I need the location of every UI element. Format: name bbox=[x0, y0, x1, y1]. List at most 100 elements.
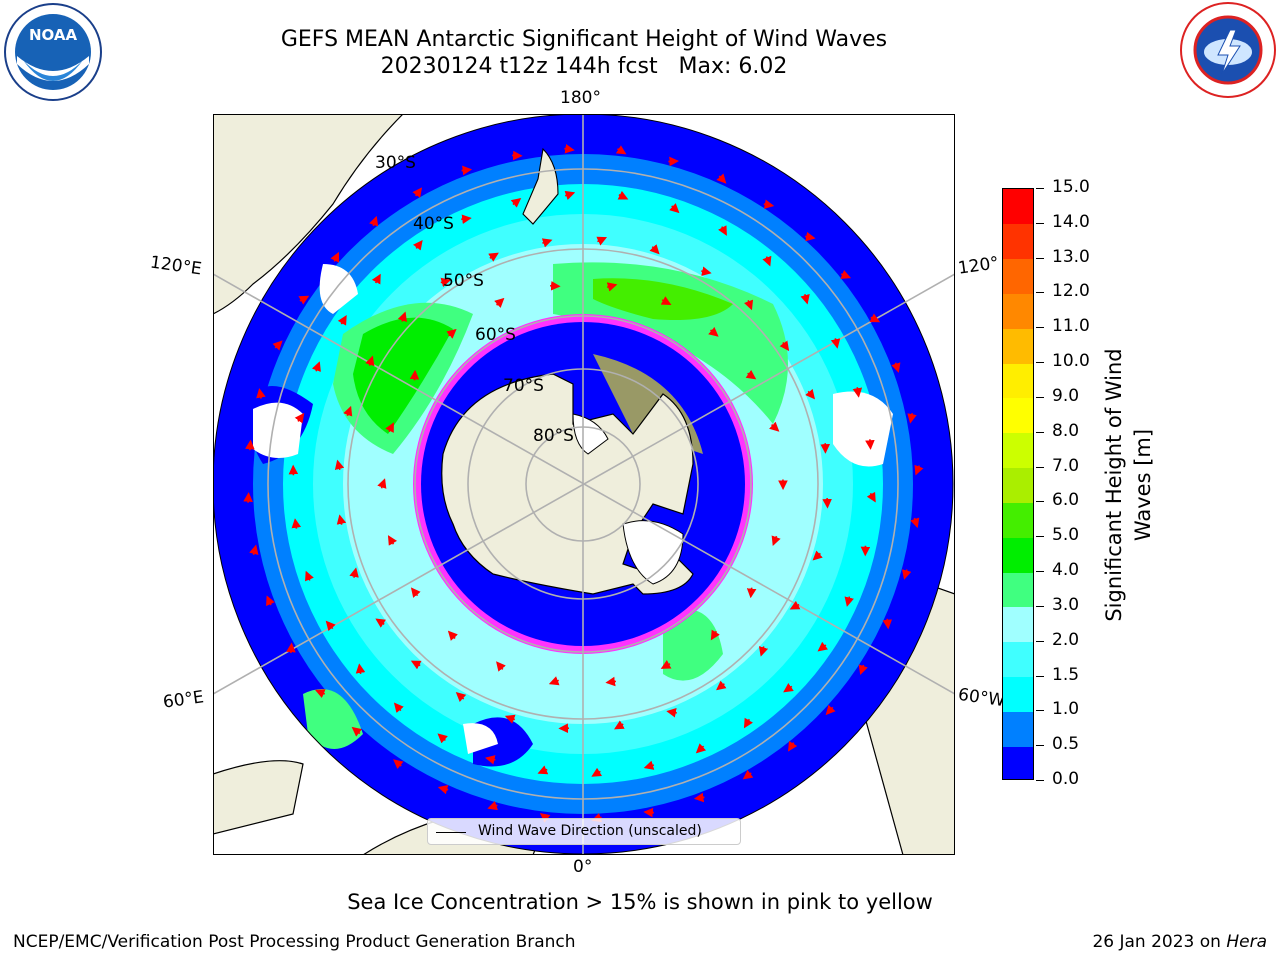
colorbar-segment bbox=[1003, 572, 1033, 608]
wave-direction-arrow bbox=[488, 252, 499, 262]
lat-label: 50°S bbox=[443, 271, 484, 291]
wave-direction-arrow bbox=[666, 708, 677, 718]
wave-direction-arrow bbox=[387, 535, 398, 546]
wave-direction-arrow bbox=[461, 165, 473, 176]
wave-direction-arrow bbox=[907, 413, 917, 424]
polar-map: 30°S 40°S 50°S 60°S 70°S 80°S bbox=[213, 114, 955, 855]
footer-note: Sea Ice Concentration > 15% is shown in … bbox=[347, 890, 933, 914]
colorbar-tick-label: 3.0 bbox=[1052, 594, 1080, 615]
colorbar-segment bbox=[1003, 258, 1033, 294]
wave-direction-arrow bbox=[337, 314, 347, 326]
colorbar-segment bbox=[1003, 606, 1033, 643]
colorbar-tick bbox=[1036, 745, 1044, 747]
wave-direction-arrow bbox=[397, 311, 407, 323]
wave-direction-arrow bbox=[865, 439, 875, 450]
wave-direction-arrow bbox=[783, 682, 794, 693]
wave-direction-arrow bbox=[446, 328, 457, 339]
wave-direction-arrow bbox=[249, 544, 259, 555]
colorbar-tick bbox=[1036, 710, 1044, 712]
colorbar-tick bbox=[1036, 222, 1044, 224]
wave-direction-arrow bbox=[708, 326, 719, 337]
colorbar-segment bbox=[1003, 223, 1033, 260]
wave-direction-arrow bbox=[858, 664, 868, 676]
wave-direction-arrow bbox=[779, 340, 790, 352]
colorbar-tick bbox=[1036, 292, 1044, 294]
wave-direction-arrow bbox=[266, 595, 275, 607]
land-australia bbox=[213, 114, 404, 315]
wave-direction-arrow bbox=[564, 190, 576, 200]
nws-logo-icon bbox=[1178, 0, 1278, 100]
lat-label: 40°S bbox=[413, 214, 454, 234]
lon-label-right-lower: 60°W bbox=[956, 684, 1007, 712]
wave-direction-arrow bbox=[606, 282, 618, 292]
wave-direction-arrow bbox=[891, 362, 901, 373]
wave-direction-arrow bbox=[914, 464, 924, 476]
colorbar-tick-label: 4.0 bbox=[1052, 560, 1080, 581]
land-new-zealand bbox=[522, 147, 559, 225]
lon-label-right-upper: 120° bbox=[956, 253, 1001, 279]
colorbar-tick-label: 6.0 bbox=[1052, 490, 1080, 511]
wave-direction-arrow bbox=[591, 767, 603, 777]
legend-label: Wind Wave Direction (unscaled) bbox=[478, 823, 702, 839]
wave-direction-arrow bbox=[742, 769, 754, 780]
wave-direction-arrow bbox=[298, 295, 310, 305]
wave-direction-arrow bbox=[314, 689, 326, 699]
wave-direction-arrow bbox=[461, 214, 472, 224]
colorbar-segment bbox=[1003, 363, 1033, 399]
colorbar-tick bbox=[1036, 571, 1044, 573]
colorbar-tick bbox=[1036, 327, 1044, 329]
wave-direction-arrow bbox=[455, 692, 467, 702]
colorbar-segment bbox=[1003, 641, 1033, 678]
wave-direction-arrow bbox=[840, 269, 852, 279]
footer-credit: NCEP/EMC/Verification Post Processing Pr… bbox=[13, 932, 576, 952]
wave-direction-arrow bbox=[716, 173, 727, 184]
wave-direction-arrow bbox=[695, 743, 707, 754]
lat-label: 80°S bbox=[533, 426, 574, 446]
wave-direction-arrow bbox=[351, 726, 363, 737]
colorbar-tick-label: 10.0 bbox=[1052, 351, 1090, 372]
wave-direction-arrow bbox=[718, 225, 727, 236]
colorbar-segment bbox=[1003, 397, 1033, 434]
wave-direction-arrow bbox=[549, 281, 561, 291]
wave-direction-arrow bbox=[800, 293, 810, 305]
colorbar-tick-label: 5.0 bbox=[1052, 525, 1080, 546]
wave-direction-arrow bbox=[413, 240, 423, 251]
wave-direction-arrow bbox=[485, 755, 496, 765]
wave-direction-arrow bbox=[409, 369, 420, 381]
wave-direction-arrow bbox=[330, 251, 340, 263]
wave-direction-arrow bbox=[256, 388, 266, 399]
wave-direction-arrow bbox=[852, 387, 863, 398]
legend-line-icon bbox=[436, 832, 466, 833]
colorbar-tick-label: 15.0 bbox=[1052, 177, 1090, 197]
wave-direction-arrow bbox=[375, 618, 387, 628]
wave-direction-arrow bbox=[334, 459, 345, 471]
colorbar-segment bbox=[1003, 676, 1033, 712]
wave-direction-arrow bbox=[605, 676, 617, 687]
colorbar-tick bbox=[1036, 640, 1044, 642]
colorbar-tick bbox=[1036, 257, 1044, 259]
colorbar-tick bbox=[1036, 396, 1044, 398]
colorbar-segment bbox=[1003, 711, 1033, 747]
colorbar-tick bbox=[1036, 466, 1044, 468]
wave-direction-arrow bbox=[910, 517, 920, 529]
wave-direction-arrow bbox=[882, 618, 893, 630]
colorbar-tick-label: 8.0 bbox=[1052, 420, 1080, 441]
wave-direction-arrow bbox=[789, 600, 801, 610]
lon-label-bottom: 0° bbox=[573, 857, 593, 877]
colorbar-segment bbox=[1003, 467, 1033, 503]
colorbar-tick-label: 1.5 bbox=[1052, 664, 1080, 685]
colorbar-tick-label: 12.0 bbox=[1052, 281, 1090, 302]
colorbar-tick bbox=[1036, 780, 1044, 781]
colorbar-tick-label: 7.0 bbox=[1052, 455, 1080, 476]
wave-direction-arrow bbox=[541, 238, 553, 248]
wave-direction-arrow bbox=[437, 784, 449, 795]
wave-direction-arrow bbox=[437, 733, 448, 744]
wave-direction-arrow bbox=[901, 569, 912, 580]
wave-direction-arrow bbox=[763, 199, 775, 209]
colorbar-segment bbox=[1003, 502, 1033, 538]
lat-label: 30°S bbox=[375, 153, 416, 173]
wave-direction-arrow bbox=[311, 361, 321, 372]
wave-direction-arrow bbox=[243, 492, 253, 503]
lon-label-left-lower: 60°E bbox=[161, 687, 206, 713]
wave-direction-arrow bbox=[693, 792, 705, 803]
